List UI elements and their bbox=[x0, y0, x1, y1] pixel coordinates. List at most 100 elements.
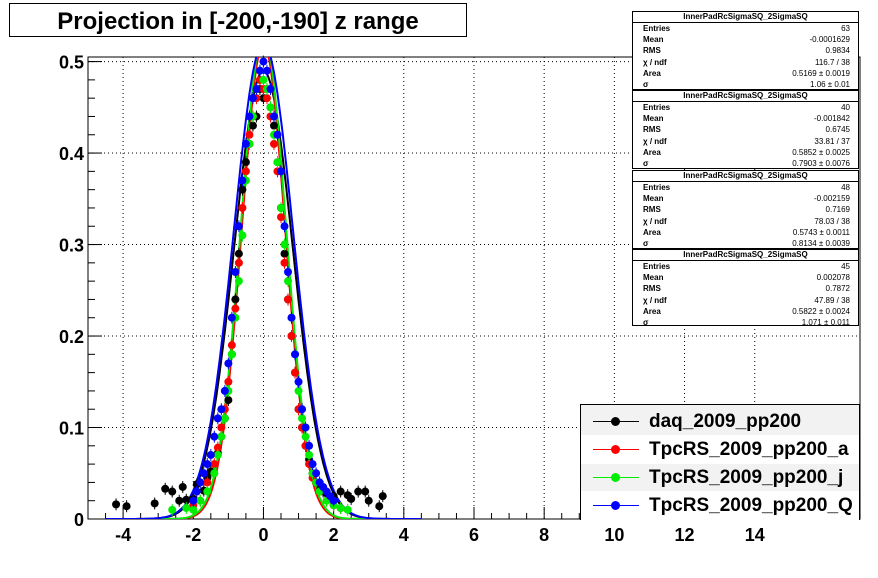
legend-entry-daq: daq_2009_pp200 bbox=[581, 407, 859, 436]
stats-key: Area bbox=[643, 147, 661, 157]
stats-key: Entries bbox=[643, 103, 671, 112]
axes: -4 -2 0 2 4 6 8 10 12 14 0 0.1 0.2 0.3 0.4 0.5 bbox=[59, 53, 861, 545]
data-point-0 bbox=[375, 502, 384, 511]
data-point-2 bbox=[238, 231, 247, 240]
stats-row: RMS 0.9834 bbox=[633, 45, 858, 56]
stats-key: Entries bbox=[643, 183, 671, 192]
stats-row: σ 1.071 ± 0.011 bbox=[633, 317, 858, 328]
stats-row: χ / ndf 47.89 / 38 bbox=[633, 295, 858, 306]
data-point-3 bbox=[284, 267, 293, 276]
data-point-2 bbox=[227, 350, 236, 359]
data-point-1 bbox=[203, 478, 212, 487]
data-point-3 bbox=[220, 386, 229, 395]
stats-header: InnerPadRcSigmaSQ_2SigmaSQ bbox=[633, 171, 858, 182]
legend-marker-tpcrs-a bbox=[611, 445, 620, 454]
stats-key: σ bbox=[643, 238, 649, 248]
data-point-1 bbox=[213, 443, 222, 452]
y-tick-label: 0.4 bbox=[59, 144, 84, 164]
data-point-0 bbox=[224, 396, 233, 405]
stats-key: Mean bbox=[643, 35, 664, 45]
stats-value: 0.6745 bbox=[825, 125, 850, 135]
data-point-1 bbox=[238, 203, 247, 212]
stats-key: RMS bbox=[643, 46, 661, 56]
stats-value: 1.06 ± 0.01 bbox=[810, 79, 850, 89]
data-point-3 bbox=[199, 469, 208, 478]
data-point-3 bbox=[329, 496, 338, 505]
stats-key: Area bbox=[643, 306, 661, 316]
stats-row: Area 0.5169 ± 0.0019 bbox=[633, 68, 858, 79]
data-point-2 bbox=[294, 386, 303, 395]
stats-value: 0.9834 bbox=[825, 46, 850, 56]
data-point-3 bbox=[277, 167, 285, 176]
legend-entry-tpcrs-j: TpcRS_2009_pp200_j bbox=[581, 463, 859, 492]
data-point-3 bbox=[301, 423, 310, 432]
stats-box: InnerPadRcSigmaSQ_2SigmaSQ Entries 40 Mean -… bbox=[632, 90, 859, 169]
legend-entry-tpcrs-q: TpcRS_2009_pp200_Q bbox=[581, 491, 859, 520]
stats-value: 33.81 / 37 bbox=[814, 136, 850, 146]
data-point-3 bbox=[210, 432, 219, 441]
stats-value: 0.7169 bbox=[825, 205, 850, 215]
data-point-2 bbox=[277, 203, 285, 212]
data-point-0 bbox=[347, 494, 356, 503]
data-point-3 bbox=[308, 460, 317, 469]
stats-key: σ bbox=[643, 79, 649, 89]
stats-value: 0.5822 ± 0.0024 bbox=[792, 306, 850, 316]
data-point-2 bbox=[203, 487, 212, 496]
data-point-0 bbox=[112, 500, 121, 509]
data-point-1 bbox=[277, 213, 285, 222]
stats-value: 0.5852 ± 0.0025 bbox=[792, 147, 850, 157]
data-point-2 bbox=[189, 505, 198, 514]
stats-key: Mean bbox=[643, 114, 664, 124]
x-tick-label: 4 bbox=[399, 525, 409, 545]
stats-key: Area bbox=[643, 68, 661, 78]
x-tick-label: -2 bbox=[185, 525, 201, 545]
stats-row: σ 0.8134 ± 0.0039 bbox=[633, 238, 858, 249]
stats-key: RMS bbox=[643, 205, 661, 215]
legend-entry-tpcrs-a: TpcRS_2009_pp200_a bbox=[581, 435, 859, 464]
stats-key: RMS bbox=[643, 284, 661, 294]
data-point-3 bbox=[189, 496, 198, 505]
stats-key: Area bbox=[643, 227, 661, 237]
data-point-3 bbox=[305, 441, 314, 450]
data-point-0 bbox=[241, 158, 250, 167]
data-point-1 bbox=[291, 368, 300, 377]
data-point-1 bbox=[284, 295, 293, 304]
y-tick-label: 0.1 bbox=[59, 419, 84, 439]
stats-value: 78.03 / 38 bbox=[814, 216, 850, 226]
stats-row: RMS 0.7872 bbox=[633, 283, 858, 294]
data-point-0 bbox=[248, 121, 257, 130]
data-point-3 bbox=[248, 94, 257, 103]
stats-key: χ / ndf bbox=[643, 136, 667, 146]
data-point-1 bbox=[224, 377, 233, 386]
data-point-3 bbox=[192, 487, 201, 496]
stats-row: Area 0.5822 ± 0.0024 bbox=[633, 306, 858, 317]
data-point-3 bbox=[238, 176, 247, 185]
stats-row: Area 0.5852 ± 0.0025 bbox=[633, 147, 858, 158]
stats-key: Entries bbox=[643, 24, 671, 33]
stats-key: χ / ndf bbox=[643, 57, 667, 67]
data-point-3 bbox=[224, 359, 233, 368]
x-tick-label: 2 bbox=[329, 525, 339, 545]
x-tick-label: 8 bbox=[539, 525, 549, 545]
data-point-0 bbox=[175, 496, 184, 505]
stats-key: σ bbox=[643, 158, 649, 168]
data-point-0 bbox=[238, 185, 247, 194]
stats-box: InnerPadRcSigmaSQ_2SigmaSQ Entries 45 Mean 0… bbox=[632, 249, 859, 328]
stats-row: χ / ndf 33.81 / 37 bbox=[633, 136, 858, 147]
data-point-3 bbox=[245, 112, 254, 121]
data-point-2 bbox=[284, 277, 293, 286]
stats-header: InnerPadRcSigmaSQ_2SigmaSQ bbox=[633, 91, 858, 102]
data-point-0 bbox=[364, 496, 373, 505]
stats-value: 0.7872 bbox=[825, 284, 850, 294]
data-point-0 bbox=[280, 249, 289, 258]
data-point-0 bbox=[150, 499, 159, 508]
stats-row: Area 0.5743 ± 0.0011 bbox=[633, 227, 858, 238]
stats-key: Mean bbox=[643, 194, 664, 204]
stats-row: χ / ndf 78.03 / 38 bbox=[633, 216, 858, 227]
data-point-2 bbox=[259, 75, 268, 84]
stats-key: Mean bbox=[643, 273, 664, 283]
stats-row: Entries 63 bbox=[633, 23, 858, 34]
stats-row: Entries 45 bbox=[633, 261, 858, 272]
chart-title: Projection in [-200,-190] z range bbox=[57, 8, 419, 35]
data-point-3 bbox=[312, 469, 321, 478]
